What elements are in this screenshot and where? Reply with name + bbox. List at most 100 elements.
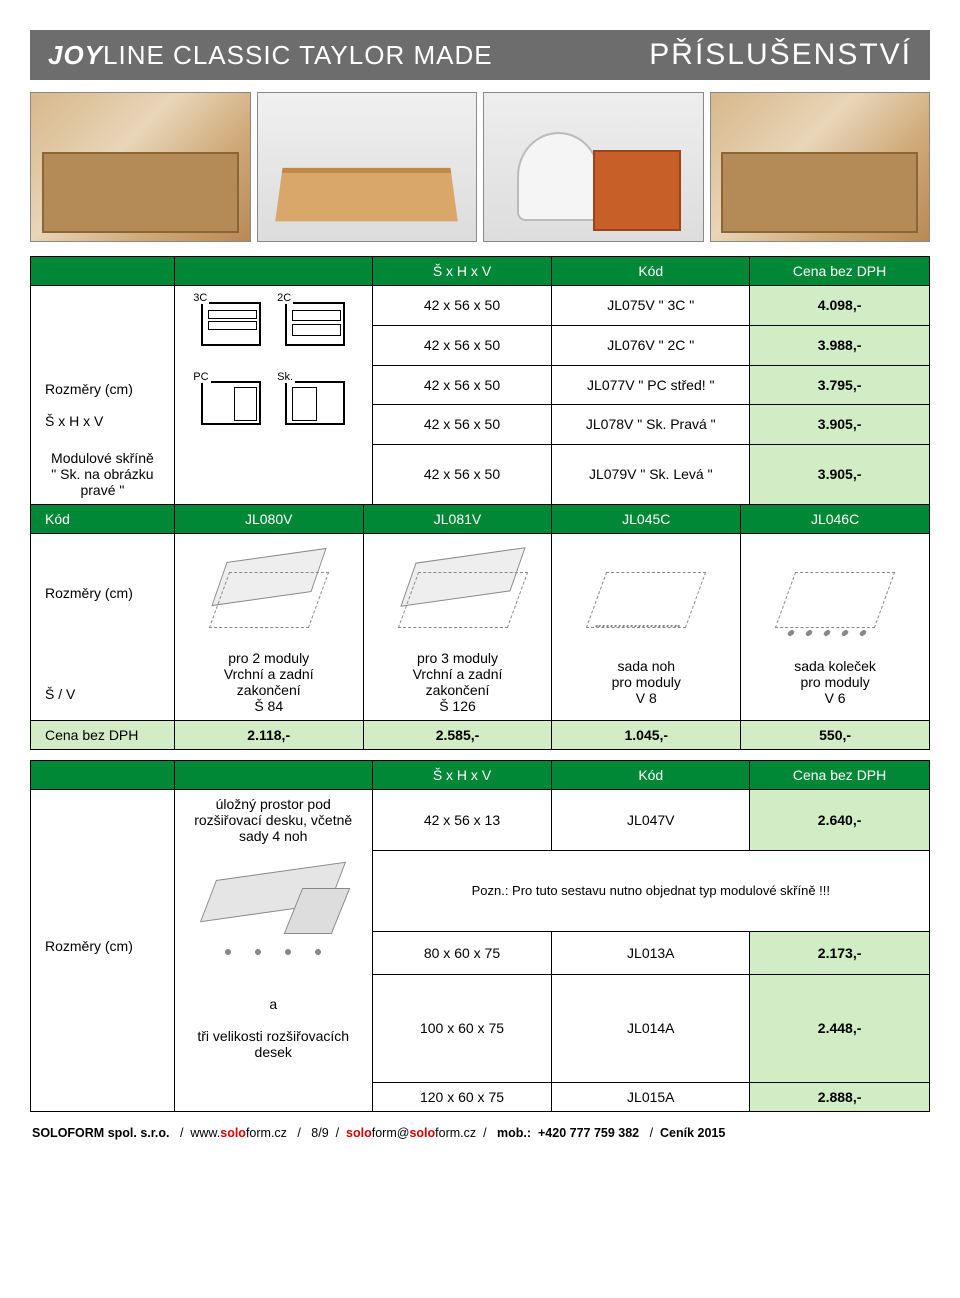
code-cell: JL076V " 2C "	[552, 325, 750, 365]
code-cell: JL081V	[363, 505, 552, 534]
dims-cell: 42 x 56 x 50	[372, 286, 552, 326]
code-cell: JL014A	[552, 974, 750, 1082]
table-row: 120 x 60 x 75 JL015A 2.888,-	[31, 1082, 930, 1111]
table-row: úložný prostor pod rozšiřovací desku, vč…	[31, 790, 930, 851]
desc-cell: úložný prostor pod rozšiřovací desku, vč…	[174, 790, 372, 851]
price-cell: 2.118,-	[174, 721, 363, 750]
accessories-table: Kód JL080V JL081V JL045C JL046C Rozměry …	[30, 504, 930, 750]
dims-cell: 42 x 56 x 50	[372, 365, 552, 405]
dims-sub: Š / V	[31, 644, 175, 721]
code-cell: JL080V	[174, 505, 363, 534]
table-row: Rozměry (cm) Pozn.: Pro tuto sestavu nut…	[31, 850, 930, 932]
col-code: Kód	[552, 761, 750, 790]
brand-joy: JOY	[48, 40, 103, 70]
sketch-3c-icon: 3C	[195, 296, 267, 352]
module-cabinets-table: Š x H x V Kód Cena bez DPH 3C 2C 42 x 56…	[30, 256, 930, 505]
table-row: Š / V pro 2 moduly Vrchní a zadní zakonč…	[31, 644, 930, 721]
footer-mail-solo: solo	[346, 1126, 372, 1140]
code-cell: JL077V " PC střed! "	[552, 365, 750, 405]
dims-cell: 42 x 56 x 50	[372, 325, 552, 365]
footer-page: 8/9	[311, 1126, 328, 1140]
code-cell: JL078V " Sk. Pravá "	[552, 405, 750, 445]
module-wheels-icon	[775, 544, 895, 634]
module-note: Modulové skříně	[41, 450, 164, 466]
dims-sub: Š x H x V	[45, 413, 164, 429]
col-dims: Š x H x V	[372, 761, 552, 790]
price-label: Cena bez DPH	[31, 721, 175, 750]
product-photo	[257, 92, 478, 242]
price-cell: 550,-	[741, 721, 930, 750]
desc-cell: a	[185, 996, 362, 1012]
header-banner: JOYLINE CLASSIC TAYLOR MADE PŘÍSLUŠENSTV…	[30, 30, 930, 80]
col-code: Kód	[31, 505, 175, 534]
page-footer: SOLOFORM spol. s.r.o. / www.soloform.cz …	[30, 1126, 930, 1148]
dims-cell: 42 x 56 x 13	[372, 790, 552, 851]
price-cell: 2.173,-	[750, 932, 930, 974]
module-note: " Sk. na obrázku pravé "	[41, 466, 164, 498]
code-cell: JL013A	[552, 932, 750, 974]
product-photo	[710, 92, 931, 242]
footer-mail-rest: form.cz	[435, 1126, 476, 1140]
module-top-3-icon	[398, 544, 518, 634]
table-row: 3C 2C 42 x 56 x 50 JL075V " 3C " 4.098,-	[31, 286, 930, 326]
table-row: a tři velikosti rozšiřovacích desek 100 …	[31, 974, 930, 1082]
desc-cell: sada noh pro moduly V 8	[552, 644, 741, 721]
code-cell: JL079V " Sk. Levá "	[552, 444, 750, 505]
footer-cenik: Ceník 2015	[660, 1126, 725, 1140]
footer-www-pre: www.	[190, 1126, 220, 1140]
dims-cell: 42 x 56 x 50	[372, 405, 552, 445]
dims-title: Rozměry (cm)	[31, 534, 175, 645]
col-dims: Š x H x V	[372, 257, 552, 286]
table-row: Modulové skříně " Sk. na obrázku pravé "…	[31, 444, 930, 505]
price-cell: 3.988,-	[750, 325, 930, 365]
table-row: Rozměry (cm) Š x H x V PC Sk. 42 x 56 x …	[31, 365, 930, 405]
dims-cell: 120 x 60 x 75	[372, 1082, 552, 1111]
sketch-2c-icon: 2C	[279, 296, 351, 352]
price-cell: 4.098,-	[750, 286, 930, 326]
product-photo	[30, 92, 251, 242]
desc-cell: pro 2 moduly Vrchní a zadní zakončení Š …	[174, 644, 363, 721]
module-feet-icon	[586, 544, 706, 634]
module-top-2-icon	[209, 544, 329, 634]
footer-mail-solo2: solo	[409, 1126, 435, 1140]
code-cell: JL047V	[552, 790, 750, 851]
footer-www-rest: form.cz	[246, 1126, 287, 1140]
code-cell: JL045C	[552, 505, 741, 534]
brand-rest: LINE CLASSIC TAYLOR MADE	[103, 40, 493, 70]
note-cell: Pozn.: Pro tuto sestavu nutno objednat t…	[372, 850, 929, 932]
product-photo	[483, 92, 704, 242]
code-cell: JL015A	[552, 1082, 750, 1111]
desc-cell: tři velikosti rozšiřovacích desek	[185, 1028, 362, 1060]
sketch-pc-icon: PC	[195, 375, 267, 431]
brand-title: JOYLINE CLASSIC TAYLOR MADE	[48, 40, 493, 71]
col-price: Cena bez DPH	[750, 257, 930, 286]
photo-row	[30, 92, 930, 242]
price-cell: 3.795,-	[750, 365, 930, 405]
price-cell: 3.905,-	[750, 444, 930, 505]
price-cell: 2.448,-	[750, 974, 930, 1082]
section-title: PŘÍSLUŠENSTVÍ	[649, 38, 912, 72]
footer-mob: +420 777 759 382	[538, 1126, 639, 1140]
extension-table: Š x H x V Kód Cena bez DPH úložný prosto…	[30, 760, 930, 1112]
col-price: Cena bez DPH	[750, 761, 930, 790]
price-cell: 1.045,-	[552, 721, 741, 750]
col-code: Kód	[552, 257, 750, 286]
dims-title: Rozměry (cm)	[31, 850, 175, 974]
sketch-sk-icon: Sk.	[279, 375, 351, 431]
dims-title: Rozměry (cm)	[45, 381, 164, 397]
table-row: Rozměry (cm)	[31, 534, 930, 645]
dims-cell: 80 x 60 x 75	[372, 932, 552, 974]
code-cell: JL046C	[741, 505, 930, 534]
code-cell: JL075V " 3C "	[552, 286, 750, 326]
price-cell: 2.640,-	[750, 790, 930, 851]
footer-mob-label: mob.:	[497, 1126, 531, 1140]
desc-cell: pro 3 moduly Vrchní a zadní zakončení Š …	[363, 644, 552, 721]
footer-company: SOLOFORM spol. s.r.o.	[32, 1126, 170, 1140]
price-cell: 2.585,-	[363, 721, 552, 750]
desc-cell: sada koleček pro moduly V 6	[741, 644, 930, 721]
footer-www-solo: solo	[220, 1126, 246, 1140]
price-cell: 3.905,-	[750, 405, 930, 445]
extension-shelf-icon	[193, 862, 353, 962]
table-row: Cena bez DPH 2.118,- 2.585,- 1.045,- 550…	[31, 721, 930, 750]
footer-mail-mid: form@	[372, 1126, 410, 1140]
